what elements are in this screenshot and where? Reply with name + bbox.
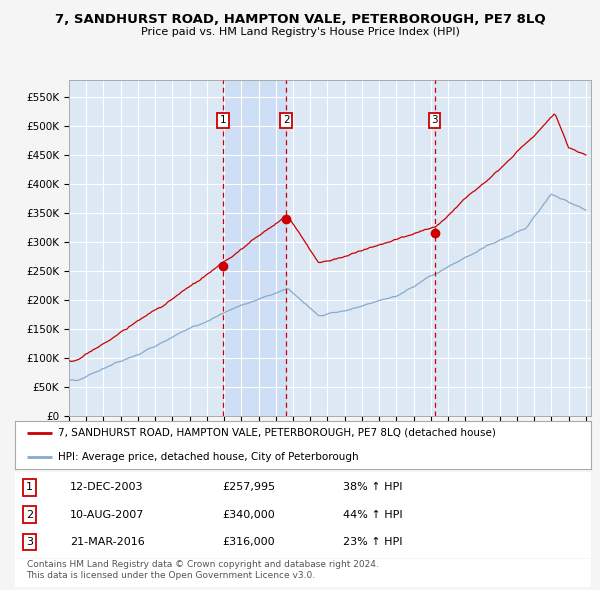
Text: Price paid vs. HM Land Registry's House Price Index (HPI): Price paid vs. HM Land Registry's House … <box>140 27 460 37</box>
Text: £257,995: £257,995 <box>223 483 275 493</box>
Text: 1: 1 <box>220 115 227 125</box>
Text: 2: 2 <box>26 510 33 520</box>
Text: 44% ↑ HPI: 44% ↑ HPI <box>343 510 403 520</box>
Text: Contains HM Land Registry data © Crown copyright and database right 2024.
This d: Contains HM Land Registry data © Crown c… <box>26 560 378 579</box>
Text: 3: 3 <box>26 537 33 547</box>
Bar <box>223 80 286 416</box>
Text: 12-DEC-2003: 12-DEC-2003 <box>70 483 143 493</box>
Text: 21-MAR-2016: 21-MAR-2016 <box>70 537 145 547</box>
Text: 7, SANDHURST ROAD, HAMPTON VALE, PETERBOROUGH, PE7 8LQ: 7, SANDHURST ROAD, HAMPTON VALE, PETERBO… <box>55 13 545 26</box>
Text: 1: 1 <box>26 483 33 493</box>
Text: 23% ↑ HPI: 23% ↑ HPI <box>343 537 403 547</box>
Text: £316,000: £316,000 <box>223 537 275 547</box>
Text: 3: 3 <box>431 115 438 125</box>
Text: 10-AUG-2007: 10-AUG-2007 <box>70 510 144 520</box>
Text: £340,000: £340,000 <box>223 510 275 520</box>
Text: 38% ↑ HPI: 38% ↑ HPI <box>343 483 403 493</box>
Text: HPI: Average price, detached house, City of Peterborough: HPI: Average price, detached house, City… <box>58 452 359 462</box>
Text: 2: 2 <box>283 115 290 125</box>
Text: 7, SANDHURST ROAD, HAMPTON VALE, PETERBOROUGH, PE7 8LQ (detached house): 7, SANDHURST ROAD, HAMPTON VALE, PETERBO… <box>58 428 496 438</box>
